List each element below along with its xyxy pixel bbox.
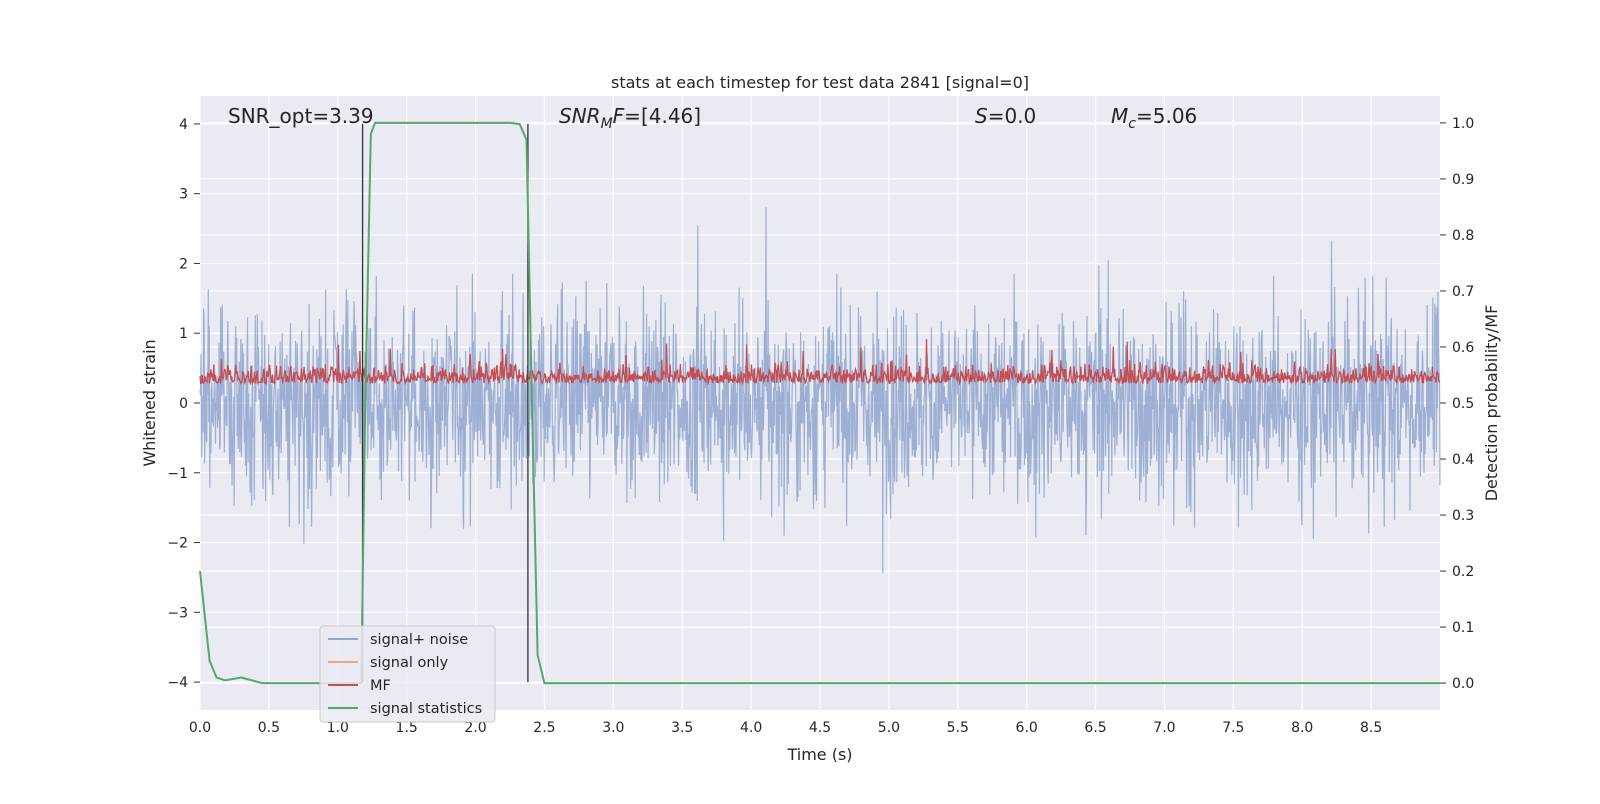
y-tick-label-right: 0.0 — [1452, 676, 1474, 692]
y-axis-label-right: Detection probability/MF — [1482, 305, 1501, 502]
x-tick-label: 1.5 — [396, 720, 418, 736]
x-tick-label: 8.0 — [1291, 720, 1313, 736]
y-tick-label-left: −1 — [167, 466, 188, 482]
chart-title: stats at each timestep for test data 284… — [611, 73, 1029, 92]
annotation-snr-mf-value: [4.46] — [641, 104, 701, 128]
x-tick-label: 2.0 — [464, 720, 486, 736]
x-tick-label: 4.0 — [740, 720, 762, 736]
x-tick-label: 0.0 — [189, 720, 211, 736]
y-tick-label-left: 0 — [179, 396, 188, 412]
x-tick-label: 5.5 — [947, 720, 969, 736]
series-signal-statistics — [199, 121, 1440, 685]
annotation-snr-opt: SNR_opt=3.39 — [228, 104, 374, 128]
legend-label-signal-statistics: signal statistics — [370, 701, 482, 717]
y-tick-label-right: 1.0 — [1452, 116, 1474, 132]
x-tick-label: 8.5 — [1360, 720, 1382, 736]
annotation-s-value: 0.0 — [1004, 104, 1036, 128]
x-tick-label: 0.5 — [258, 720, 280, 736]
legend: signal+ noise signal only MF signal stat… — [319, 625, 496, 723]
series-mf — [199, 339, 1441, 386]
x-tick-label: 1.0 — [327, 720, 349, 736]
annotation-snr-mf: SNRMF=[4.46] — [559, 104, 701, 132]
y-tick-label-left: 2 — [179, 256, 188, 272]
y-tick-label-right: 0.1 — [1452, 620, 1474, 636]
y-tick-label-left: −3 — [167, 605, 188, 621]
y-tick-label-right: 0.4 — [1452, 452, 1474, 468]
x-tick-label: 3.0 — [602, 720, 624, 736]
y-tick-label-right: 0.3 — [1452, 508, 1474, 524]
series-layer — [199, 121, 1441, 685]
y-tick-label-right: 0.7 — [1452, 284, 1474, 300]
y-tick-label-right: 0.9 — [1452, 172, 1474, 188]
y-tick-label-right: 0.2 — [1452, 564, 1474, 580]
annotation-mc-value: 5.06 — [1153, 104, 1198, 128]
legend-label-signal-only: signal only — [370, 655, 449, 671]
x-tick-label: 7.5 — [1222, 720, 1244, 736]
tick-labels: 0.0 0.5 1.0 1.5 2.0 2.5 3.0 3.5 4.0 4.5 5.0 5.5 6.0 6… — [167, 116, 1474, 736]
x-axis-label: Time (s) — [786, 745, 852, 764]
y-tick-label-right: 0.6 — [1452, 340, 1474, 356]
y-tick-label-left: 3 — [179, 187, 188, 203]
legend-label-mf: MF — [370, 678, 391, 694]
y-tick-label-right: 0.8 — [1452, 228, 1474, 244]
grid-lines — [199, 96, 1440, 710]
x-tick-label: 6.0 — [1016, 720, 1038, 736]
y-tick-label-left: 1 — [179, 326, 188, 342]
legend-box — [319, 625, 496, 723]
annotation-mc: Mc=5.06 — [1111, 104, 1197, 132]
x-tick-label: 7.0 — [1153, 720, 1175, 736]
y-axis-label-left: Whitened strain — [140, 339, 159, 466]
x-tick-label: 4.5 — [809, 720, 831, 736]
y-tick-label-left: −4 — [167, 675, 188, 691]
legend-label-signal-noise: signal+ noise — [370, 632, 468, 648]
x-tick-label: 5.0 — [878, 720, 900, 736]
annotation-s: S=0.0 — [975, 104, 1036, 128]
y-tick-label-left: 4 — [179, 117, 188, 133]
x-tick-label: 2.5 — [533, 720, 555, 736]
x-tick-label: 6.5 — [1084, 720, 1106, 736]
x-tick-label: 3.5 — [671, 720, 693, 736]
y-tick-label-left: −2 — [167, 536, 188, 552]
y-tick-label-right: 0.5 — [1452, 396, 1474, 412]
